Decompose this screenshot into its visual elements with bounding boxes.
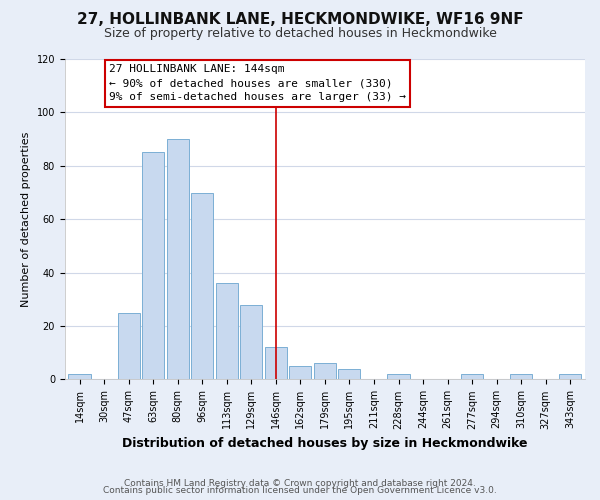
Bar — [215, 284, 238, 380]
Text: 27, HOLLINBANK LANE, HECKMONDWIKE, WF16 9NF: 27, HOLLINBANK LANE, HECKMONDWIKE, WF16 … — [77, 12, 523, 28]
Bar — [559, 374, 581, 380]
Bar — [289, 366, 311, 380]
Text: 27 HOLLINBANK LANE: 144sqm
← 90% of detached houses are smaller (330)
9% of semi: 27 HOLLINBANK LANE: 144sqm ← 90% of deta… — [109, 64, 406, 102]
X-axis label: Distribution of detached houses by size in Heckmondwike: Distribution of detached houses by size … — [122, 437, 527, 450]
Bar — [167, 139, 188, 380]
Bar — [461, 374, 483, 380]
Bar — [240, 304, 262, 380]
Bar — [68, 374, 91, 380]
Text: Contains HM Land Registry data © Crown copyright and database right 2024.: Contains HM Land Registry data © Crown c… — [124, 478, 476, 488]
Bar — [191, 192, 213, 380]
Bar — [338, 369, 361, 380]
Bar — [142, 152, 164, 380]
Bar — [118, 312, 140, 380]
Bar — [510, 374, 532, 380]
Text: Size of property relative to detached houses in Heckmondwike: Size of property relative to detached ho… — [104, 28, 496, 40]
Y-axis label: Number of detached properties: Number of detached properties — [21, 132, 31, 307]
Bar — [265, 348, 287, 380]
Bar — [314, 364, 336, 380]
Text: Contains public sector information licensed under the Open Government Licence v3: Contains public sector information licen… — [103, 486, 497, 495]
Bar — [388, 374, 410, 380]
